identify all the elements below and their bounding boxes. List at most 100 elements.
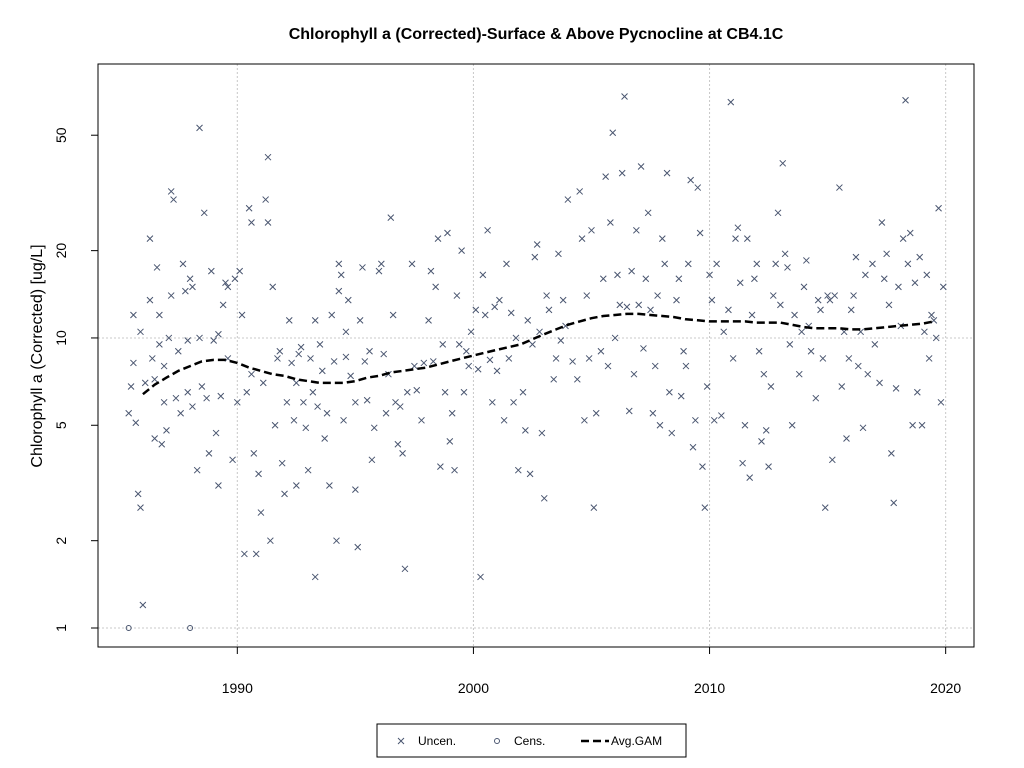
data-point-uncensored	[309, 388, 317, 396]
data-point-uncensored	[552, 355, 560, 362]
data-point-uncensored	[455, 341, 463, 348]
data-point-uncensored	[139, 601, 147, 609]
legend-symbol-circle-icon	[494, 738, 500, 744]
data-point-uncensored	[555, 250, 562, 258]
data-point-uncensored	[928, 311, 935, 319]
data-point-uncensored	[892, 385, 900, 392]
data-point-uncensored	[649, 409, 657, 417]
data-point-uncensored	[732, 235, 739, 242]
data-point-uncensored	[326, 482, 333, 489]
data-point-uncensored	[446, 438, 454, 445]
data-point-uncensored	[167, 188, 175, 195]
data-point-uncensored	[821, 504, 829, 511]
data-point-uncensored	[163, 427, 170, 434]
data-point-uncensored	[132, 419, 140, 427]
data-point-uncensored	[637, 163, 645, 170]
data-point-uncensored	[640, 345, 647, 352]
data-point-uncensored	[904, 260, 912, 268]
data-point-uncensored	[777, 301, 784, 309]
data-point-uncensored	[673, 296, 680, 304]
gam-line-path	[142, 312, 935, 396]
y-axis: 1 2 5 10 20 50	[53, 127, 99, 632]
data-point-uncensored	[292, 482, 300, 489]
data-point-uncensored	[557, 337, 565, 344]
data-point-uncensored	[243, 388, 251, 396]
data-point-uncensored	[585, 355, 593, 362]
data-point-uncensored	[739, 459, 746, 467]
data-point-uncensored	[205, 450, 213, 457]
data-point-uncensored	[668, 429, 676, 437]
data-point-uncensored	[451, 466, 458, 474]
data-point-uncensored	[817, 306, 824, 314]
data-point-uncensored	[628, 267, 635, 275]
data-point-uncensored	[692, 416, 699, 424]
data-point-censored	[187, 625, 194, 632]
data-point-uncensored	[762, 427, 770, 434]
chart-title: Chlorophyll a (Corrected)-Surface & Abov…	[289, 26, 784, 43]
data-point-uncensored	[491, 303, 499, 311]
data-point-uncensored	[859, 424, 867, 432]
data-point-uncensored	[141, 379, 149, 387]
data-point-uncensored	[288, 359, 295, 367]
data-point-uncensored	[493, 367, 501, 375]
data-point-uncensored	[302, 424, 310, 432]
data-point-uncensored	[337, 271, 345, 279]
data-point-uncensored	[342, 328, 350, 336]
data-point-uncensored	[654, 292, 661, 299]
data-point-uncensored	[625, 407, 633, 415]
data-point-uncensored	[130, 359, 137, 367]
data-point-uncensored	[564, 196, 572, 203]
data-point-uncensored	[278, 459, 286, 467]
y-tick-label: 1	[53, 624, 69, 632]
data-point-uncensored	[274, 355, 281, 362]
data-point-uncensored	[408, 260, 416, 268]
data-point-uncensored	[878, 219, 886, 226]
data-point-uncensored	[753, 260, 761, 268]
data-point-uncensored	[474, 365, 482, 373]
data-point-uncensored	[245, 204, 253, 212]
data-point-uncensored	[363, 396, 371, 404]
data-point-uncensored	[883, 250, 890, 258]
data-point-uncensored	[632, 226, 640, 234]
data-point-uncensored	[425, 316, 432, 324]
data-point-uncensored	[939, 283, 947, 291]
data-point-uncensored	[382, 409, 390, 417]
data-point-uncensored	[845, 355, 853, 362]
data-point-uncensored	[479, 271, 487, 279]
data-point-uncensored	[335, 260, 343, 268]
data-point-uncensored	[751, 275, 758, 283]
data-point-uncensored	[387, 214, 395, 221]
data-point-uncensored	[193, 466, 201, 474]
data-point-uncensored	[177, 409, 184, 417]
data-point-uncensored	[599, 275, 607, 283]
data-point-uncensored	[182, 287, 189, 295]
data-point-uncensored	[335, 287, 343, 295]
data-point-uncensored	[682, 362, 690, 370]
data-point-uncensored	[543, 292, 550, 299]
data-point-uncensored	[642, 275, 650, 283]
data-point-uncensored	[651, 362, 659, 370]
data-point-uncensored	[611, 334, 619, 342]
data-point-uncensored	[330, 358, 338, 365]
x-tick-label: 1990	[222, 680, 253, 696]
data-point-uncensored	[583, 292, 591, 299]
data-point-uncensored	[720, 328, 728, 336]
data-point-uncensored	[779, 159, 787, 167]
data-point-uncensored	[186, 275, 194, 283]
data-point-uncensored	[925, 355, 933, 362]
data-point-uncensored	[250, 450, 258, 457]
data-point-uncensored	[550, 375, 558, 383]
data-point-uncensored	[368, 456, 376, 464]
data-point-uncensored	[429, 358, 437, 365]
x-tick-label: 2010	[694, 680, 725, 696]
data-point-uncensored	[413, 386, 421, 394]
data-point-uncensored	[441, 388, 449, 396]
data-point-uncensored	[838, 383, 846, 390]
data-point-uncensored	[741, 421, 749, 429]
data-point-uncensored	[146, 235, 154, 242]
data-point-uncensored	[923, 271, 931, 279]
data-point-uncensored	[684, 260, 692, 268]
data-point-uncensored	[137, 328, 144, 336]
data-point-uncensored	[760, 370, 768, 378]
data-point-uncensored	[267, 537, 274, 545]
